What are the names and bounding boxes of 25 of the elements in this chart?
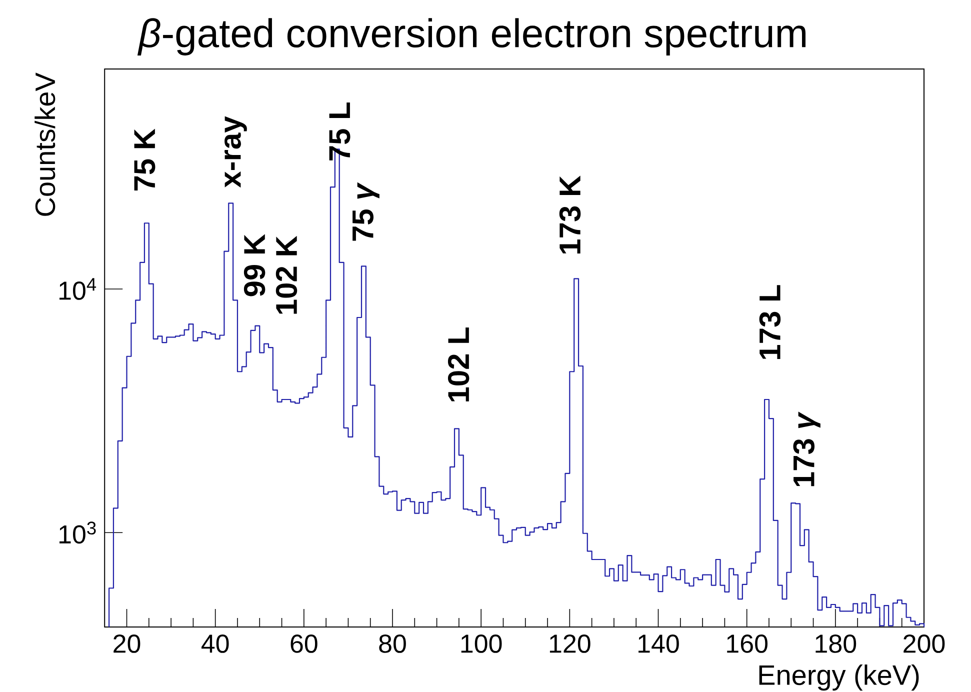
annotation: 75 K [134, 128, 156, 190]
x-tick-label: 100 [461, 634, 502, 653]
annotation: 75 L [329, 102, 350, 160]
annotation: 99 K [244, 234, 266, 296]
x-tick-label: 180 [816, 634, 856, 653]
x-tick-label: 20 [114, 634, 140, 653]
x-axis-title: Energy (keV) [759, 664, 919, 691]
x-tick-label: 80 [379, 634, 406, 653]
annotation: 173 L [759, 285, 781, 359]
chart-title: β-gated conversion electron spectrum [137, 18, 806, 56]
annotation: 173 γ [793, 412, 820, 486]
annotation: 173 K [559, 176, 581, 254]
annotation: 102 L [448, 327, 470, 402]
x-tick-label: 60 [290, 634, 318, 653]
x-tick-label: 140 [638, 634, 679, 653]
annotation: 75 γ [352, 182, 380, 241]
annotation: x-ray [224, 116, 247, 188]
y-tick-label: 10$^{3}$ [60, 522, 96, 544]
y-axis-title: Counts/keV [34, 72, 56, 216]
x-tick-label: 160 [727, 634, 768, 653]
x-tick-label: 40 [201, 634, 229, 653]
y-tick-label: 10$^{4}$ [60, 278, 96, 300]
x-tick-label: 200 [904, 634, 945, 653]
x-tick-label: 120 [550, 634, 590, 653]
annotation: 102 K [276, 236, 298, 314]
